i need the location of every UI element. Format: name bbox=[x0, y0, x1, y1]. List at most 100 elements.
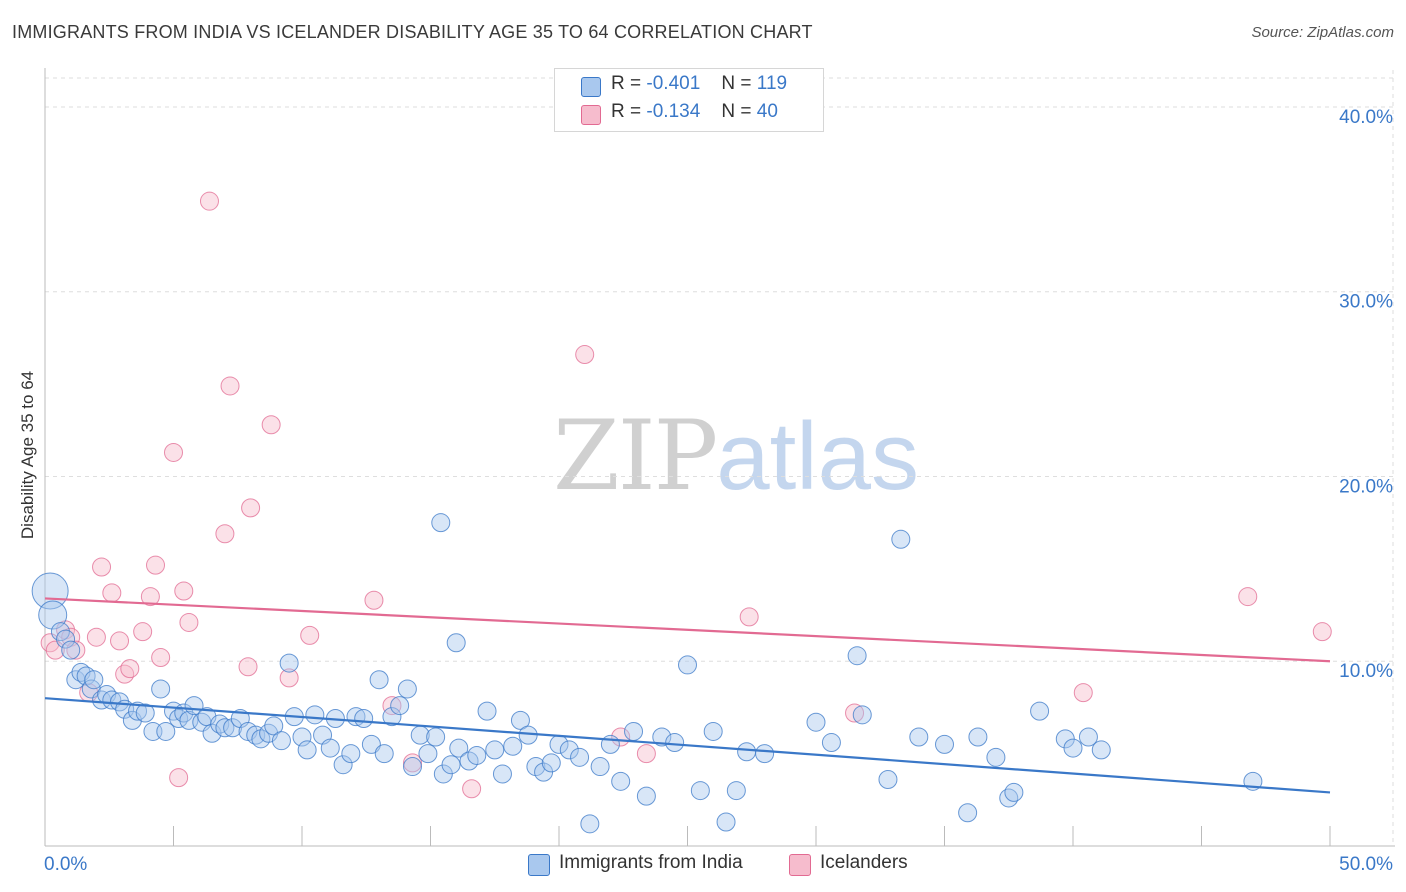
icelander-point bbox=[1312, 622, 1332, 642]
icelander-point bbox=[1238, 587, 1258, 607]
india-point bbox=[446, 633, 466, 653]
india-point bbox=[580, 814, 600, 834]
icelander-point bbox=[140, 587, 160, 607]
india-point bbox=[292, 727, 312, 747]
india-point bbox=[56, 629, 76, 649]
india-point bbox=[1004, 782, 1024, 802]
india-point bbox=[135, 703, 155, 723]
india-point bbox=[541, 753, 561, 773]
bottom-legend-label-india: Immigrants from India bbox=[559, 852, 743, 873]
icelander-point bbox=[86, 627, 106, 647]
india-point bbox=[215, 718, 235, 738]
india-point bbox=[156, 721, 176, 741]
india-point bbox=[38, 600, 68, 630]
india-point bbox=[1091, 740, 1111, 760]
india-point bbox=[958, 803, 978, 823]
icelander-point bbox=[164, 442, 183, 462]
india-point bbox=[354, 709, 374, 729]
legend-row-india: R = -0.401 N = 119 bbox=[555, 73, 823, 99]
icelander-point bbox=[261, 415, 281, 435]
india-point bbox=[297, 740, 317, 760]
india-point bbox=[84, 670, 104, 690]
bottom-legend-swatch-india bbox=[528, 854, 550, 876]
legend-n-label: N = bbox=[721, 73, 752, 94]
india-point bbox=[1063, 738, 1083, 758]
india-point bbox=[390, 696, 410, 716]
india-point bbox=[624, 721, 644, 741]
y-tick-label: 40.0% bbox=[1339, 107, 1393, 128]
india-point bbox=[426, 727, 446, 747]
icelander-point bbox=[215, 524, 235, 544]
correlation-legend: R = -0.401 N = 119 R = -0.134 N = 40 bbox=[554, 68, 824, 132]
zipatlas-watermark: ZIPatlas bbox=[553, 400, 919, 512]
india-point bbox=[128, 701, 148, 721]
x-tick-label: 50.0% bbox=[1339, 854, 1393, 875]
axes bbox=[44, 68, 1395, 847]
india-point bbox=[716, 812, 736, 832]
legend-row-icelanders: R = -0.134 N = 40 bbox=[555, 101, 823, 127]
india-point bbox=[361, 734, 381, 754]
icelander-trend-line bbox=[44, 597, 1331, 663]
india-point bbox=[403, 757, 423, 777]
y-tick-label: 10.0% bbox=[1339, 661, 1393, 682]
india-point bbox=[999, 788, 1019, 808]
india-point bbox=[503, 736, 523, 756]
legend-r-value-icelanders: -0.134 bbox=[646, 101, 701, 122]
india-point bbox=[102, 690, 122, 710]
india-point bbox=[305, 705, 325, 725]
india-point bbox=[847, 646, 867, 666]
india-point bbox=[678, 655, 697, 675]
india-point bbox=[418, 744, 438, 764]
icelander-point bbox=[845, 703, 865, 723]
icelander-point bbox=[115, 664, 135, 684]
source-label: Source: ZipAtlas.com bbox=[1251, 24, 1394, 41]
icelander-point bbox=[146, 555, 166, 575]
india-point bbox=[935, 734, 954, 754]
india-point bbox=[590, 757, 610, 777]
india-point bbox=[510, 710, 530, 730]
india-point bbox=[600, 734, 620, 754]
india-point bbox=[559, 740, 579, 760]
india-point bbox=[806, 712, 826, 732]
india-point bbox=[611, 771, 631, 791]
icelander-point bbox=[102, 583, 122, 603]
icelander-point bbox=[151, 648, 171, 668]
india-point bbox=[441, 755, 461, 775]
icelander-point bbox=[636, 744, 656, 764]
india-point bbox=[652, 727, 672, 747]
india-point bbox=[690, 781, 710, 801]
india-point bbox=[485, 740, 505, 760]
icelander-point bbox=[300, 625, 320, 645]
india-point bbox=[1030, 701, 1050, 721]
india-point bbox=[210, 714, 230, 734]
india-point bbox=[703, 721, 723, 741]
icelander-point bbox=[92, 557, 112, 577]
india-points bbox=[31, 513, 1263, 834]
icelander-point bbox=[220, 376, 240, 396]
icelander-point bbox=[279, 668, 299, 688]
tick-labels: 10.0% 20.0% 30.0% 40.0% 0.0% 50.0% bbox=[44, 107, 1393, 875]
india-point bbox=[264, 716, 284, 736]
icelander-point bbox=[238, 657, 258, 677]
india-point bbox=[477, 701, 497, 721]
india-point bbox=[909, 727, 929, 747]
india-point bbox=[852, 705, 872, 725]
india-point bbox=[449, 738, 469, 758]
icelanders-points bbox=[40, 191, 1332, 799]
trend-lines bbox=[44, 597, 1331, 794]
india-point bbox=[665, 733, 685, 753]
bottom-legend-swatch-icelanders bbox=[789, 854, 811, 876]
india-point bbox=[755, 744, 775, 764]
x-tick-label: 0.0% bbox=[44, 854, 87, 875]
icelander-point bbox=[1073, 683, 1093, 703]
legend-r-label: R = bbox=[611, 101, 642, 122]
india-point bbox=[382, 707, 402, 727]
icelander-point bbox=[120, 659, 140, 679]
icelander-point bbox=[179, 612, 199, 632]
y-tick-label: 20.0% bbox=[1339, 476, 1393, 497]
india-point bbox=[636, 786, 656, 806]
icelander-point bbox=[364, 590, 384, 610]
icelander-point bbox=[199, 191, 219, 211]
icelander-point bbox=[241, 498, 261, 518]
